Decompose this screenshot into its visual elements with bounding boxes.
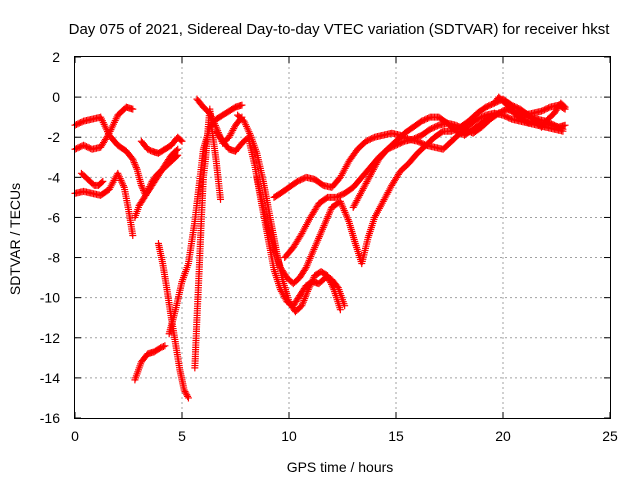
data-point bbox=[561, 121, 569, 129]
series-track-j bbox=[191, 105, 225, 372]
x-tick-label: 25 bbox=[602, 428, 618, 444]
y-tick-label: -12 bbox=[40, 330, 60, 346]
data-point bbox=[129, 157, 137, 165]
data-point bbox=[180, 386, 188, 394]
x-tick-label: 10 bbox=[281, 428, 297, 444]
data-point bbox=[184, 394, 192, 402]
data-point bbox=[130, 159, 138, 167]
data-point bbox=[139, 185, 147, 193]
data-layer bbox=[71, 93, 569, 402]
data-point bbox=[129, 155, 137, 163]
data-point bbox=[129, 105, 137, 113]
data-point bbox=[182, 389, 190, 397]
series-track-e bbox=[131, 145, 182, 221]
data-point bbox=[177, 136, 185, 144]
series-track-c bbox=[71, 169, 137, 239]
plot-frame bbox=[74, 56, 611, 419]
data-point bbox=[172, 146, 180, 154]
data-point bbox=[99, 177, 107, 185]
y-axis-label: SDTVAR / TECUs bbox=[7, 183, 23, 295]
data-point bbox=[184, 392, 192, 400]
data-point bbox=[131, 160, 139, 168]
series-track-h bbox=[154, 240, 192, 402]
data-point bbox=[132, 162, 140, 170]
series-track-d bbox=[77, 169, 107, 189]
data-point bbox=[161, 342, 169, 350]
x-tick-label: 5 bbox=[178, 428, 186, 444]
y-tick-label: -6 bbox=[48, 209, 61, 225]
y-tick-label: -4 bbox=[48, 169, 61, 185]
y-tick-label: -16 bbox=[40, 410, 60, 426]
data-point bbox=[301, 265, 309, 273]
data-point bbox=[181, 388, 189, 396]
data-point bbox=[183, 391, 191, 399]
series-track-n bbox=[253, 95, 567, 288]
grid-layer bbox=[75, 57, 610, 418]
data-point bbox=[132, 164, 140, 172]
data-point bbox=[238, 101, 246, 109]
data-point bbox=[178, 137, 186, 145]
data-point bbox=[561, 103, 569, 111]
y-tick-label: 2 bbox=[52, 49, 60, 65]
series-track-r bbox=[490, 93, 569, 131]
series-track-i bbox=[165, 101, 246, 338]
data-point bbox=[174, 151, 182, 159]
x-tick-label: 20 bbox=[495, 428, 511, 444]
data-point bbox=[336, 306, 344, 314]
data-point bbox=[217, 195, 225, 203]
y-tick-label: -8 bbox=[48, 250, 61, 266]
series-track-b bbox=[71, 103, 137, 153]
data-point bbox=[560, 102, 568, 110]
series-track-m bbox=[234, 111, 344, 316]
data-point bbox=[174, 145, 182, 153]
series-track-f bbox=[137, 133, 186, 157]
chart-title: Day 075 of 2021, Sidereal Day-to-day VTE… bbox=[69, 21, 611, 38]
y-tick-label: 0 bbox=[52, 89, 60, 105]
data-point bbox=[159, 342, 167, 350]
x-axis-label: GPS time / hours bbox=[287, 459, 394, 475]
data-point bbox=[138, 183, 146, 191]
data-point bbox=[98, 178, 106, 186]
data-point bbox=[137, 181, 145, 189]
series-track-g bbox=[131, 342, 169, 384]
y-tick-label: -2 bbox=[48, 129, 61, 145]
x-tick-label: 0 bbox=[71, 428, 79, 444]
y-tick-label: -14 bbox=[40, 370, 60, 386]
data-point bbox=[129, 231, 137, 239]
y-tick-label: -10 bbox=[40, 290, 60, 306]
x-tick-label: 15 bbox=[388, 428, 404, 444]
